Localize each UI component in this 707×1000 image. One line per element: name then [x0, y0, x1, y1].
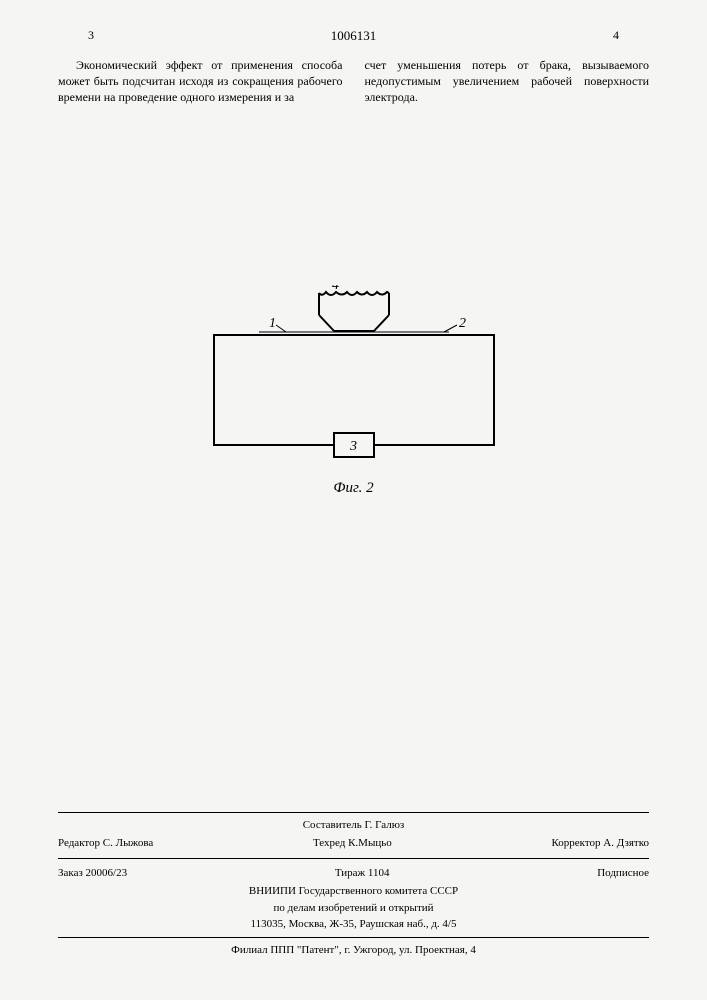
- footer-filial: Филиал ППП "Патент", г. Ужгород, ул. Про…: [58, 942, 649, 959]
- figure-caption: Фиг. 2: [333, 480, 373, 497]
- footer-order-row: Заказ 20006/23 Тираж 1104 Подписное: [58, 863, 649, 884]
- figure-2: 1 2 3 4: [204, 285, 504, 485]
- footer-block: Составитель Г. Галюз Редактор С. Лыжова …: [58, 808, 649, 959]
- electrode-jagged-top: [319, 292, 389, 295]
- leader-2: [444, 325, 457, 332]
- column-right: счет уменьшения потерь от брака, вызывае…: [365, 57, 650, 106]
- page-number-left: 3: [88, 28, 94, 43]
- electrode-left-taper: [319, 315, 334, 331]
- footer-divider: [58, 812, 649, 813]
- footer-corrector: Корректор А. Дзятко: [551, 835, 649, 852]
- body-columns: Экономический эффект от применения спосо…: [58, 57, 649, 106]
- page: 3 4 1006131 Экономический эффект от прим…: [0, 0, 707, 1000]
- footer-composer: Составитель Г. Галюз: [58, 817, 649, 834]
- leader-1: [276, 325, 286, 332]
- footer-divider: [58, 937, 649, 938]
- footer-address: 113035, Москва, Ж-35, Раушская наб., д. …: [58, 916, 649, 933]
- footer-tiraz: Тираж 1104: [335, 865, 390, 882]
- label-4: 4: [332, 285, 339, 293]
- page-number-right: 4: [613, 28, 619, 43]
- footer-order: Заказ 20006/23: [58, 865, 127, 882]
- electrode-right-taper: [374, 315, 389, 331]
- footer-org1: ВНИИПИ Государственного комитета СССР: [58, 883, 649, 900]
- col1-text: Экономический эффект от применения спосо…: [58, 58, 343, 104]
- label-1: 1: [269, 316, 276, 331]
- footer-editor: Редактор С. Лыжова: [58, 835, 153, 852]
- label-2: 2: [459, 316, 466, 331]
- footer-divider: [58, 858, 649, 859]
- footer-tech: Техред К.Мыцьо: [313, 835, 392, 852]
- circuit-wire: [214, 335, 494, 445]
- col2-text: счет уменьшения потерь от брака, вызывае…: [365, 58, 650, 104]
- footer-credits-row: Редактор С. Лыжова Техред К.Мыцьо Коррек…: [58, 833, 649, 854]
- column-left: Экономический эффект от применения спосо…: [58, 57, 343, 106]
- footer-org2: по делам изобретений и открытий: [58, 900, 649, 917]
- figure-svg: 1 2 3 4: [204, 285, 504, 485]
- label-3: 3: [349, 439, 357, 454]
- document-number: 1006131: [331, 28, 377, 44]
- footer-podpisnoe: Подписное: [597, 865, 649, 882]
